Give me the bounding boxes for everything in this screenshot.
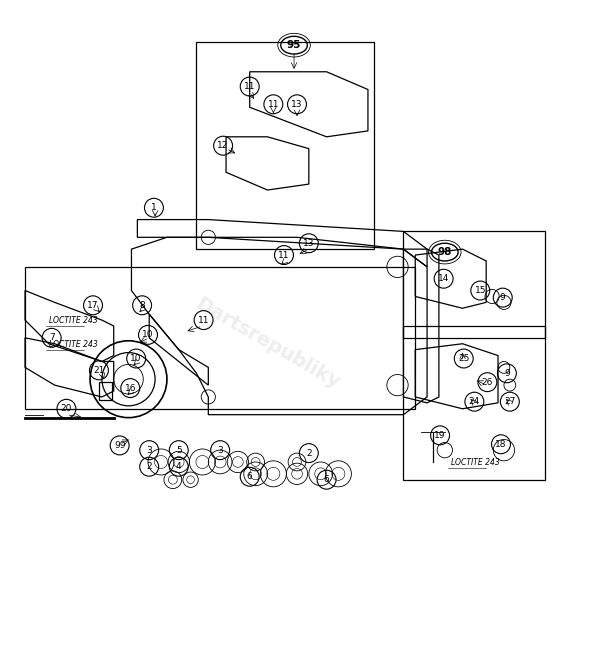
Text: 8: 8	[139, 301, 145, 310]
Text: 10: 10	[142, 331, 154, 340]
Text: 6: 6	[324, 475, 330, 484]
Text: 95: 95	[287, 40, 301, 50]
Bar	[197, 42, 374, 249]
Text: 3: 3	[146, 446, 152, 454]
Text: 5: 5	[176, 446, 182, 454]
Text: 19: 19	[434, 431, 446, 440]
Text: 18: 18	[495, 439, 507, 449]
Bar	[99, 382, 112, 400]
Text: 4: 4	[176, 462, 182, 471]
Text: 20: 20	[61, 404, 72, 413]
Text: 2: 2	[306, 449, 312, 458]
Text: 25: 25	[458, 354, 469, 363]
Text: 26: 26	[482, 378, 493, 387]
Text: Dartsrepubliky: Dartsrepubliky	[192, 295, 343, 393]
Text: 24: 24	[469, 397, 480, 406]
Text: 13: 13	[291, 100, 303, 109]
Text: 11: 11	[198, 316, 209, 325]
Bar	[25, 267, 415, 409]
Text: 9: 9	[500, 293, 505, 302]
Text: LOCTITE 243: LOCTITE 243	[49, 316, 97, 325]
Text: 10: 10	[131, 354, 142, 363]
Text: LOCTITE 243: LOCTITE 243	[451, 458, 500, 467]
Text: 11: 11	[244, 82, 255, 91]
Text: 14: 14	[438, 274, 449, 283]
Text: 16: 16	[125, 383, 136, 393]
Text: LOCTITE 243: LOCTITE 243	[49, 340, 97, 349]
Text: 15: 15	[475, 286, 486, 295]
Text: 21: 21	[93, 366, 105, 375]
Text: 3: 3	[217, 446, 223, 454]
Text: 6: 6	[247, 472, 252, 481]
Bar	[403, 231, 545, 338]
Text: 99: 99	[114, 441, 125, 450]
Text: 17: 17	[87, 301, 99, 310]
Text: 11: 11	[268, 100, 279, 109]
Text: 9: 9	[504, 369, 510, 378]
Text: 27: 27	[504, 397, 516, 406]
Text: 7: 7	[49, 333, 55, 342]
Text: 12: 12	[217, 141, 229, 150]
Bar	[403, 326, 545, 480]
Text: 1: 1	[151, 203, 157, 213]
Text: 2: 2	[146, 462, 152, 471]
Text: 13: 13	[303, 239, 315, 248]
Text: 11: 11	[278, 250, 290, 259]
Text: 98: 98	[438, 247, 452, 257]
